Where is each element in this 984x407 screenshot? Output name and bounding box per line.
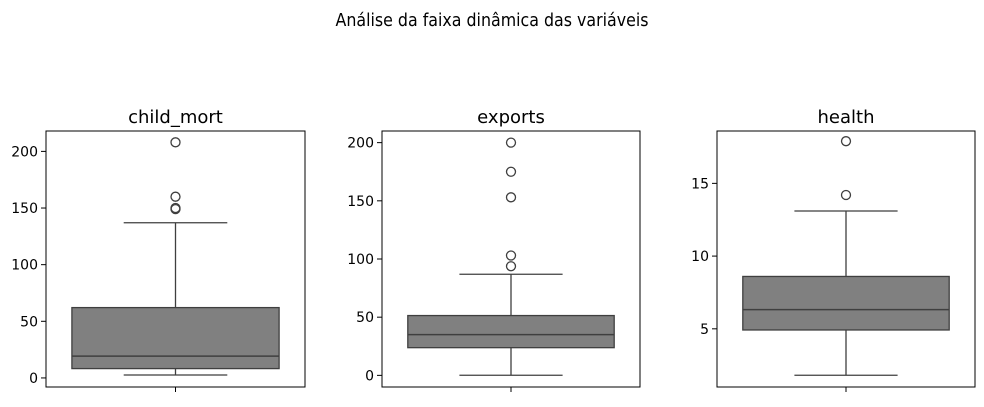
outlier-point bbox=[840, 136, 852, 147]
iqr-box bbox=[71, 306, 280, 370]
outlier-point bbox=[505, 192, 517, 203]
figure-title: Análise da faixa dinâmica das variáveis bbox=[335, 10, 649, 31]
outlier-point bbox=[170, 137, 181, 148]
outlier-point bbox=[840, 189, 852, 201]
panel-title-health: health bbox=[818, 107, 875, 128]
outlier-point bbox=[505, 137, 517, 148]
y-tick-label: 150 bbox=[347, 194, 374, 210]
iqr-box bbox=[407, 314, 615, 349]
y-tick-label: 5 bbox=[700, 322, 709, 338]
y-tick-label: 10 bbox=[691, 249, 709, 265]
outlier-point bbox=[170, 191, 181, 202]
y-tick-label: 15 bbox=[691, 176, 709, 192]
y-tick-label: 0 bbox=[365, 368, 374, 384]
y-tick-label: 0 bbox=[29, 371, 38, 387]
outlier-point bbox=[170, 202, 181, 214]
y-tick-label: 150 bbox=[11, 201, 38, 217]
panel-title-exports: exports bbox=[477, 107, 545, 128]
panel-title-child_mort: child_mort bbox=[128, 107, 223, 128]
outlier-point bbox=[505, 250, 517, 261]
outlier-point bbox=[505, 166, 517, 177]
outlier-point bbox=[505, 261, 517, 272]
y-tick-label: 50 bbox=[20, 314, 38, 330]
y-tick-label: 100 bbox=[347, 252, 374, 268]
iqr-box bbox=[742, 275, 950, 331]
y-tick-label: 100 bbox=[11, 258, 38, 274]
y-tick-label: 200 bbox=[347, 136, 374, 152]
y-tick-label: 200 bbox=[11, 144, 38, 160]
y-tick-label: 50 bbox=[356, 310, 374, 326]
